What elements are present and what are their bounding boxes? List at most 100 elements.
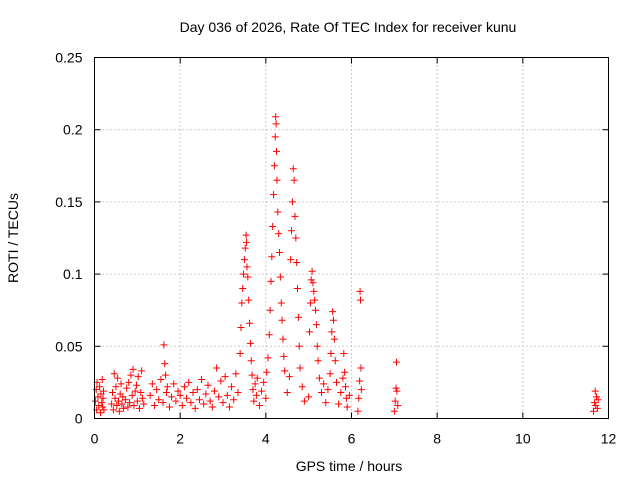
data-point — [191, 404, 199, 412]
data-point — [343, 403, 351, 411]
data-point — [253, 374, 261, 382]
data-point — [591, 387, 599, 395]
x-tick-label: 6 — [348, 431, 356, 447]
data-point — [232, 370, 240, 378]
data-point — [240, 270, 248, 278]
data-point — [125, 378, 133, 386]
data-point — [340, 350, 348, 358]
data-point — [594, 396, 602, 404]
data-points — [91, 113, 602, 417]
data-point — [174, 387, 182, 395]
y-tick-label: 0.2 — [63, 122, 83, 138]
x-tick-labels: 0 2 4 6 8 10 12 — [91, 431, 617, 447]
data-point — [279, 335, 287, 343]
data-point — [243, 263, 251, 271]
data-point — [246, 339, 254, 347]
data-point — [266, 306, 274, 314]
data-point — [333, 378, 341, 386]
x-tick-label: 0 — [91, 431, 99, 447]
data-point — [264, 354, 272, 362]
data-point — [202, 390, 210, 398]
data-point — [180, 383, 188, 391]
data-point — [183, 394, 191, 402]
data-point — [593, 393, 601, 401]
data-point — [146, 391, 154, 399]
data-point — [281, 367, 289, 375]
data-point — [189, 389, 197, 397]
data-point — [272, 120, 280, 128]
data-point — [295, 342, 303, 350]
data-point — [114, 374, 122, 382]
data-point — [294, 313, 302, 321]
data-point — [185, 378, 193, 386]
data-point — [324, 386, 332, 394]
data-point — [283, 389, 291, 397]
data-point — [590, 399, 598, 407]
data-point — [129, 365, 137, 373]
data-point — [237, 324, 245, 332]
data-point — [241, 244, 249, 252]
data-point — [140, 400, 148, 408]
data-point — [161, 360, 169, 368]
data-point — [393, 387, 401, 395]
data-point — [255, 402, 263, 410]
chart-title: Day 036 of 2026, Rate Of TEC Index for r… — [180, 19, 517, 35]
data-point — [109, 406, 117, 414]
data-point — [269, 222, 277, 230]
data-point — [150, 402, 158, 410]
data-point — [277, 299, 285, 307]
data-point — [108, 400, 116, 408]
data-point — [117, 380, 125, 388]
data-point — [268, 253, 276, 261]
data-point — [288, 198, 296, 206]
data-point — [314, 357, 322, 365]
data-point — [329, 308, 337, 316]
data-point — [249, 386, 257, 394]
data-point — [95, 402, 103, 410]
grid-lines — [94, 57, 609, 419]
data-point — [265, 331, 273, 339]
data-point — [276, 248, 284, 256]
data-point — [327, 350, 335, 358]
y-tick-label: 0.25 — [55, 50, 82, 66]
y-tick-label: 0 — [75, 411, 83, 427]
data-point — [98, 399, 106, 407]
data-point — [288, 227, 296, 235]
data-point — [315, 374, 323, 382]
data-point — [206, 397, 214, 405]
data-point — [172, 397, 180, 405]
data-point — [208, 403, 216, 411]
data-point — [100, 406, 108, 414]
data-point — [162, 371, 170, 379]
data-point — [228, 383, 236, 391]
data-point — [195, 396, 203, 404]
data-point — [187, 399, 195, 407]
x-tick-label: 2 — [176, 431, 184, 447]
data-point — [262, 394, 270, 402]
data-point — [300, 397, 308, 405]
data-point — [219, 399, 227, 407]
data-point — [236, 350, 244, 358]
data-point — [296, 364, 304, 372]
data-point — [252, 391, 260, 399]
data-point — [118, 400, 126, 408]
data-point — [91, 397, 99, 405]
data-point — [134, 373, 142, 381]
data-point — [326, 370, 334, 378]
data-point — [341, 368, 349, 376]
data-point — [111, 394, 119, 402]
data-point — [357, 386, 365, 394]
data-point — [238, 299, 246, 307]
data-point — [159, 399, 167, 407]
data-point — [273, 147, 281, 155]
data-point — [217, 377, 225, 385]
data-point — [287, 256, 295, 264]
data-point — [312, 321, 320, 329]
x-tick-label: 10 — [515, 431, 531, 447]
plot-frame — [94, 57, 609, 419]
data-point — [153, 386, 161, 394]
data-point — [251, 380, 259, 388]
data-point — [92, 386, 100, 394]
data-point — [137, 389, 145, 397]
